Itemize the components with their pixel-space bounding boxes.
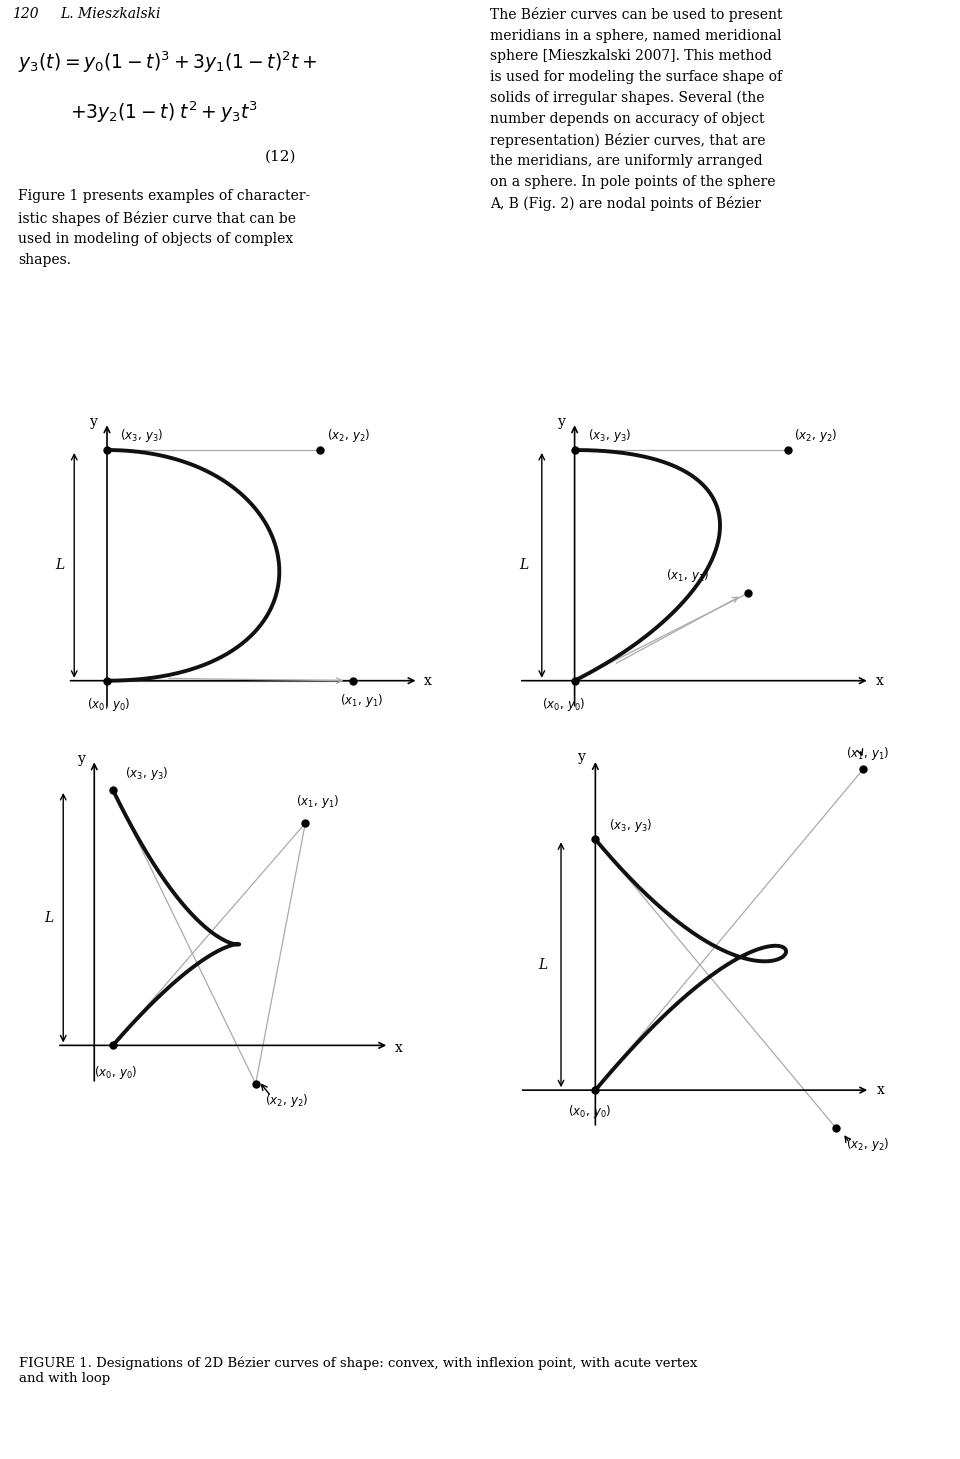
Text: $(x_0,\, y_0)$: $(x_0,\, y_0)$ bbox=[568, 1103, 612, 1121]
Point bbox=[106, 1033, 121, 1056]
Text: $(x_0,\, y_0)$: $(x_0,\, y_0)$ bbox=[541, 696, 585, 713]
Text: x: x bbox=[424, 674, 432, 687]
Text: FIGURE 1. Designations of 2​D Bézier curves of shape: convex, with inflexion poi: FIGURE 1. Designations of 2​D Bézier cur… bbox=[19, 1357, 698, 1386]
Point bbox=[346, 670, 361, 693]
Point bbox=[99, 438, 114, 461]
Text: $(x_2,\, y_2)$: $(x_2,\, y_2)$ bbox=[326, 426, 370, 444]
Text: $(x_3,\, y_3)$: $(x_3,\, y_3)$ bbox=[126, 766, 169, 782]
Point bbox=[248, 1072, 263, 1096]
Point bbox=[741, 581, 756, 604]
Point bbox=[855, 757, 871, 781]
Text: $(x_1,\, y_1)$: $(x_1,\, y_1)$ bbox=[666, 568, 709, 584]
Point bbox=[312, 438, 327, 461]
Text: x: x bbox=[876, 674, 883, 687]
Text: Figure 1 presents examples of character-
istic shapes of Bézier curve that can b: Figure 1 presents examples of character-… bbox=[18, 190, 310, 267]
Point bbox=[106, 779, 121, 802]
Text: L: L bbox=[55, 559, 64, 572]
Text: $(x_3,\, y_3)$: $(x_3,\, y_3)$ bbox=[120, 426, 163, 444]
Text: $(x_0,\, y_0)$: $(x_0,\, y_0)$ bbox=[94, 1064, 137, 1081]
Text: y: y bbox=[78, 753, 85, 766]
Text: $(x_0,\, y_0)$: $(x_0,\, y_0)$ bbox=[87, 696, 131, 713]
Text: y: y bbox=[558, 416, 565, 429]
Text: 120: 120 bbox=[12, 7, 38, 20]
Text: y: y bbox=[90, 416, 98, 429]
Point bbox=[780, 438, 795, 461]
Point bbox=[567, 438, 583, 461]
Text: (12): (12) bbox=[265, 150, 297, 163]
Point bbox=[588, 827, 603, 851]
Text: x: x bbox=[395, 1040, 402, 1055]
Text: L: L bbox=[538, 957, 547, 972]
Text: $(x_3,\, y_3)$: $(x_3,\, y_3)$ bbox=[588, 426, 631, 444]
Text: The Bézier curves can be used to present
meridians in a sphere, named meridional: The Bézier curves can be used to present… bbox=[490, 7, 782, 212]
Text: $(x_1,\, y_1)$: $(x_1,\, y_1)$ bbox=[846, 744, 889, 762]
Point bbox=[567, 670, 583, 693]
Text: L: L bbox=[519, 559, 529, 572]
Text: $(x_2,\, y_2)$: $(x_2,\, y_2)$ bbox=[794, 426, 837, 444]
Point bbox=[298, 811, 313, 835]
Text: L: L bbox=[45, 910, 54, 925]
Text: $+3y_2(1-t)\;t^2 + y_{3}t^3$: $+3y_2(1-t)\;t^2 + y_{3}t^3$ bbox=[70, 99, 258, 125]
Text: $(x_2,\, y_2)$: $(x_2,\, y_2)$ bbox=[846, 1135, 889, 1153]
Text: $(x_1,\, y_1)$: $(x_1,\, y_1)$ bbox=[340, 692, 383, 709]
Point bbox=[588, 1078, 603, 1102]
Text: $(x_3,\, y_3)$: $(x_3,\, y_3)$ bbox=[609, 817, 652, 835]
Point bbox=[828, 1116, 844, 1139]
Text: $y_3(t) = y_0(1-t)^3 + 3y_1(1-t)^2t +$: $y_3(t) = y_0(1-t)^3 + 3y_1(1-t)^2t +$ bbox=[18, 50, 317, 76]
Text: $(x_2,\, y_2)$: $(x_2,\, y_2)$ bbox=[265, 1093, 308, 1109]
Text: x: x bbox=[876, 1083, 884, 1097]
Text: $(x_1,\, y_1)$: $(x_1,\, y_1)$ bbox=[296, 794, 339, 810]
Text: L. Mieszkalski: L. Mieszkalski bbox=[60, 7, 160, 20]
Point bbox=[99, 670, 114, 693]
Text: y: y bbox=[578, 750, 586, 763]
